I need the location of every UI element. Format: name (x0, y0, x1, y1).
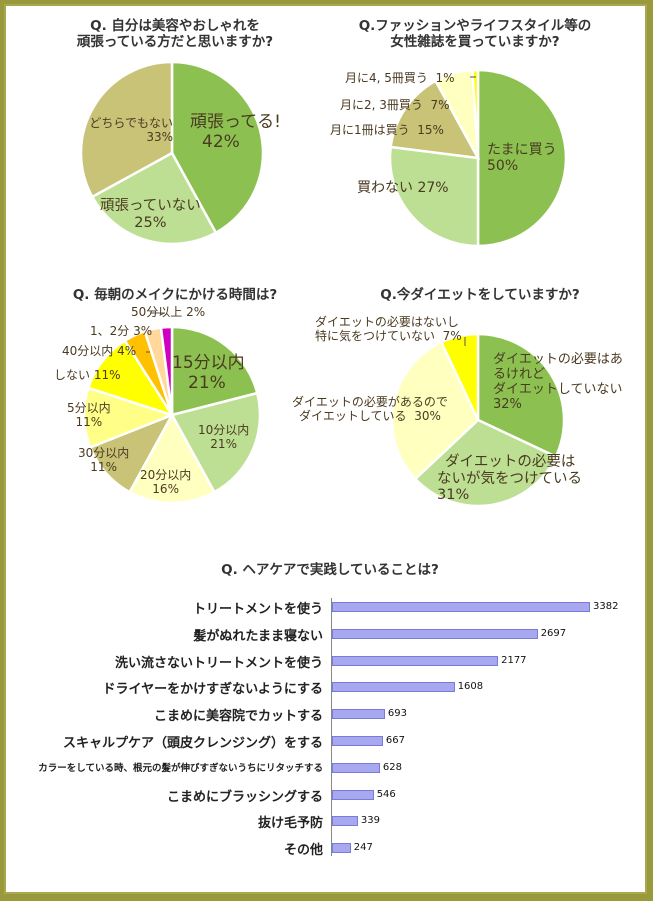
chart2-title: Q.ファッションやライフスタイル等の 女性雑誌を買っていますか? (358, 18, 592, 50)
pie2-slice-2 (389, 79, 481, 160)
pie4-slice-1 (413, 418, 558, 508)
bar-5 (332, 736, 383, 746)
pie4-slice-3 (439, 332, 480, 421)
chart5-title: Q. ヘアケアで実践していることは? (221, 562, 439, 578)
pie3-slice-0 (170, 325, 259, 417)
pie3-slice-8 (159, 325, 174, 416)
p2-label-1: 買わない 27% (357, 180, 449, 196)
p1-label-2: どちらでもない 33% (89, 116, 173, 144)
p3-label-8: 50分以上 2% (131, 305, 206, 319)
pie4-slice-0 (476, 332, 566, 459)
p1-label-1: 頑張っていない 25% (100, 198, 201, 231)
bar-value-6: 628 (382, 761, 402, 773)
bar-0 (332, 602, 590, 612)
p2-label-3: 月に2, 3冊買う 7% (340, 98, 450, 112)
p2-label-2: 月に1冊は買う 15% (330, 123, 444, 137)
p4-label-3: ダイエットの必要はないし 特に気をつけていない 7% (315, 315, 462, 343)
chart3-title: Q. 毎朝のメイクにかける時間は? (72, 287, 278, 303)
pie2-slice-1 (388, 145, 480, 248)
bar-8 (332, 816, 358, 827)
chart1-title: Q. 自分は美容やおしゃれを 頑張っている方だと思いますか? (76, 18, 274, 50)
p3-label-6: 40分以内 4% (62, 344, 137, 358)
p3-label-1: 10分以内 21% (198, 423, 250, 451)
p4-label-1: ダイエットの必要は ないが気をつけている 31% (437, 454, 582, 504)
bar-category-5: スキャルプケア（頭皮クレンジング）をする (62, 736, 323, 751)
bar-value-7: 546 (376, 788, 396, 800)
pie2-slice-0 (476, 68, 568, 248)
pie3-slice-2 (127, 412, 217, 505)
p3-label-0: 15分以内 21% (172, 353, 245, 393)
p3-label-2: 20分以内 16% (140, 468, 192, 496)
bar-value-3: 1608 (457, 681, 484, 693)
p3-label-3: 30分以内 11% (78, 446, 130, 474)
pie3-slice-1 (170, 391, 262, 494)
bar-value-2: 2177 (501, 654, 527, 666)
pie1-slice-2 (79, 60, 174, 199)
bar-value-4: 693 (387, 708, 407, 720)
bar-category-4: こまめに美容院でカットする (153, 709, 323, 725)
p1-label-0: 頑張ってる! 42% (190, 112, 281, 152)
p3-label-4: 5分以内 11% (67, 401, 111, 429)
p3-label-7: 1、2分 3% (90, 324, 153, 338)
bar-value-8: 339 (360, 815, 380, 827)
bar-axis (331, 598, 332, 856)
bar-4 (332, 709, 385, 720)
bar-1 (332, 628, 538, 639)
bar-category-0: トリートメントを使う (192, 602, 323, 617)
bar-category-3: ドライヤーをかけすぎないようにする (102, 682, 323, 698)
bar-category-7: こまめにブラッシングする (166, 789, 323, 805)
p4-label-0: ダイエットの必要はあ るけれど ダイエットしていない 32% (493, 352, 623, 412)
bar-value-0: 3382 (593, 601, 619, 612)
bar-9 (332, 843, 351, 854)
bar-3 (332, 682, 455, 693)
bar-category-2: 洗い流さないトリートメントを使う (114, 655, 323, 671)
pie2-slice-4 (471, 68, 480, 159)
bar-7 (332, 789, 374, 800)
bar-value-5: 667 (385, 735, 405, 746)
bar-value-1: 2697 (540, 627, 567, 639)
bar-category-8: 抜け毛予防 (257, 816, 323, 832)
pie1-slice-0 (170, 60, 265, 235)
bar-category-9: その他 (283, 843, 323, 859)
p2-label-0: たまに買う 50% (487, 142, 557, 175)
bar-2 (332, 655, 499, 666)
bar-value-9: 247 (353, 842, 373, 854)
bar-category-1: 髪がぬれたまま寝ない (193, 628, 323, 644)
pie1-slice-1 (90, 151, 218, 246)
p4-label-2: ダイエットの必要があるので ダイエットしている 30% (292, 395, 448, 423)
bar-category-6: カラーをしている時、根元の髪が伸びすぎないうちにリタッチする (38, 762, 323, 774)
bar-6 (332, 762, 380, 773)
p3-label-5: しない 11% (54, 368, 121, 382)
p2-label-4: 月に4, 5冊買う 1% (345, 71, 455, 85)
chart4-title: Q.今ダイエットをしていますか? (380, 287, 580, 303)
